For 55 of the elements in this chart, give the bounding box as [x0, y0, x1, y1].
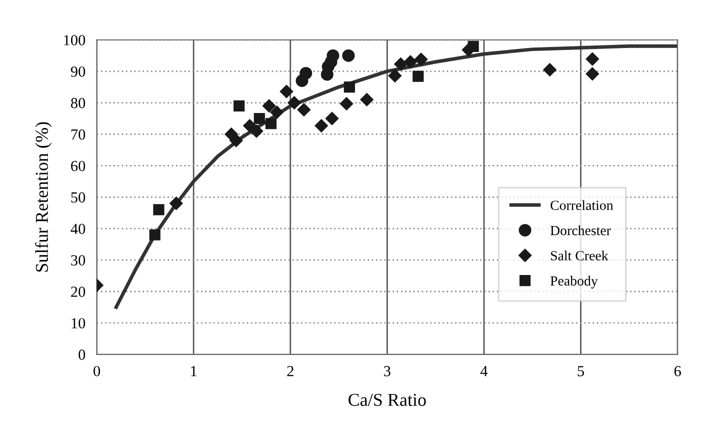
y-tick-label: 50	[71, 192, 86, 203]
point	[586, 52, 599, 66]
y-tick-label: 60	[71, 160, 86, 172]
y-tick-label: 40	[70, 224, 86, 234]
x-tick-label: 3	[384, 366, 390, 376]
point	[297, 103, 311, 116]
x-tick-label: 5	[578, 366, 584, 376]
point	[250, 124, 264, 138]
x-tick-label: 1	[191, 366, 196, 376]
point	[412, 70, 424, 82]
y-tick-label: 80	[70, 98, 86, 108]
point	[414, 52, 428, 66]
y-tick-label: 0	[78, 350, 86, 360]
point	[265, 118, 277, 130]
y-tick-label: 30	[71, 255, 86, 266]
line-series	[114, 44, 678, 309]
point	[153, 204, 164, 216]
point	[234, 100, 245, 112]
point	[288, 96, 301, 110]
point	[325, 112, 339, 126]
point	[344, 81, 355, 93]
legend-label: Dorchester	[550, 225, 611, 236]
y-tick-label: 90	[70, 66, 86, 77]
point	[360, 93, 374, 106]
y-axis-title: Sulfur Retention (%)	[35, 122, 52, 272]
point	[149, 229, 160, 240]
y-tick-label: 10	[72, 318, 86, 328]
x-tick-label: 4	[480, 366, 488, 376]
point	[254, 112, 265, 124]
y-tick-label: 100	[64, 35, 86, 46]
x-axis-title: Ca/S Ratio	[348, 394, 426, 406]
point	[468, 40, 479, 52]
legend-label: Correlation	[550, 200, 614, 210]
point	[270, 106, 284, 119]
point	[314, 119, 328, 132]
x-tick-label: 2	[287, 366, 294, 376]
point	[404, 55, 417, 68]
y-tick-label: 70	[71, 129, 86, 140]
point	[388, 69, 402, 82]
x-tick-label: 0	[94, 366, 100, 376]
point	[300, 66, 312, 80]
x-tick-label: 6	[674, 366, 681, 376]
legend-label: Peabody	[550, 276, 598, 288]
point	[326, 49, 340, 62]
point	[394, 58, 408, 71]
point	[586, 67, 599, 80]
point	[342, 49, 355, 62]
point	[340, 97, 354, 110]
point	[262, 99, 276, 113]
point	[230, 134, 243, 148]
point	[280, 84, 294, 98]
legend-label: Salt Creek	[550, 250, 608, 260]
point	[170, 196, 183, 210]
y-tick-label: 20	[71, 286, 86, 297]
point	[543, 63, 556, 76]
